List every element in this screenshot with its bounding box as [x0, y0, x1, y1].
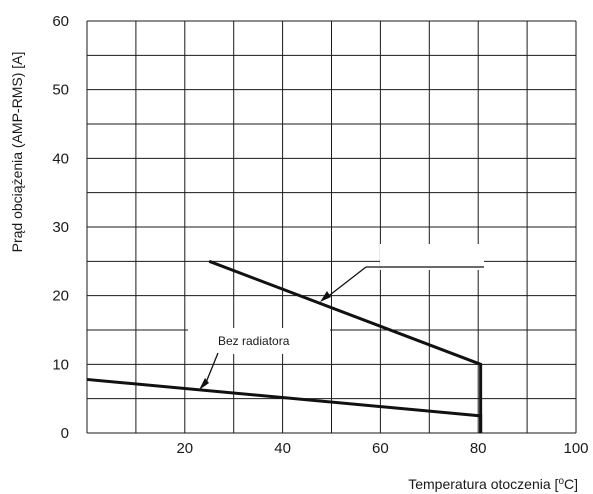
annotation-leader-with-radiator-diag: [325, 266, 367, 299]
x-tick-label-100: 100: [563, 440, 588, 457]
annotation-box-without-radiator: [188, 328, 330, 354]
annotation-leader-without-radiator: [204, 352, 219, 386]
y-axis-label: Prąd obciążenia (AMP-RMS) [A]: [9, 52, 25, 253]
y-tick-label-40: 40: [52, 150, 69, 167]
x-tick-label-20: 20: [176, 440, 193, 457]
y-tick-label-30: 30: [52, 219, 69, 236]
x-axis-label-main: Temperatura otoczenia [: [408, 476, 558, 492]
arrowhead-with-radiator: [320, 291, 331, 302]
x-axis-label-sup: o: [558, 476, 564, 487]
x-axis-label-tail: C]: [564, 476, 578, 492]
x-tick-label-40: 40: [274, 440, 291, 457]
tick-labels: 20 40 60 80 100 0 10 20 30 40 50 60: [52, 13, 588, 457]
annotation-box-with-radiator: [380, 244, 484, 270]
y-tick-label-50: 50: [52, 82, 69, 99]
series-line-with-radiator: [208, 259, 483, 433]
grid: [86, 20, 577, 434]
x-axis-label: Temperatura otoczenia [oC]: [408, 476, 578, 492]
y-tick-label-60: 60: [52, 13, 69, 30]
y-tick-label-10: 10: [52, 356, 69, 373]
series-layer: [86, 259, 483, 433]
y-tick-label-20: 20: [52, 288, 69, 305]
x-tick-label-60: 60: [372, 440, 389, 457]
y-tick-label-0: 0: [61, 425, 69, 442]
series-line-without-radiator: [86, 377, 483, 433]
x-tick-label-80: 80: [470, 440, 487, 457]
arrowhead-without-radiator: [199, 378, 209, 390]
annotations: Bez radiatora: [188, 244, 484, 390]
annotation-without-radiator: Bez radiatora: [218, 334, 290, 348]
